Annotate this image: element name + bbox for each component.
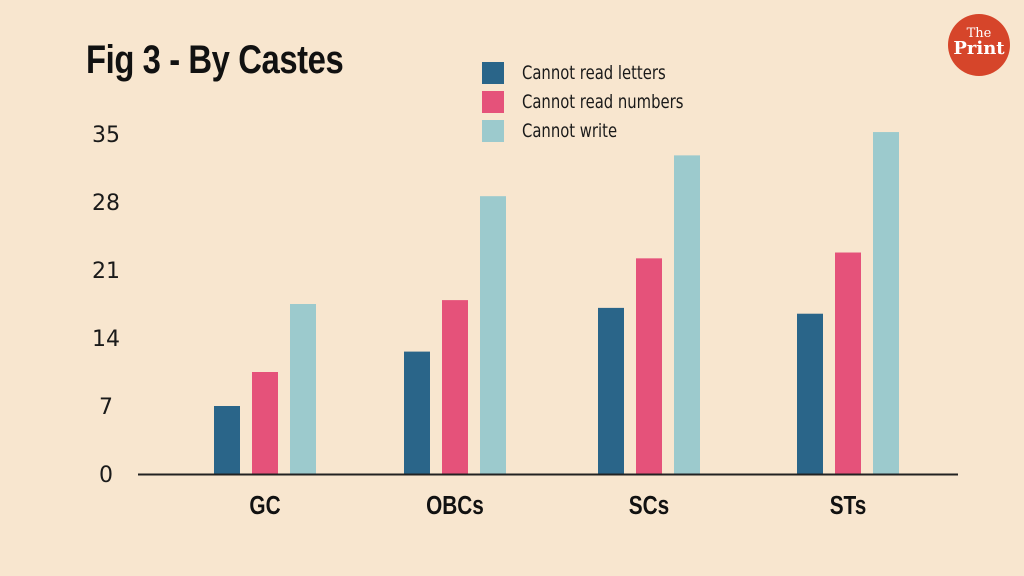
legend-label: Cannot read letters [522, 61, 666, 84]
bar-gc-cannot-read-numbers [252, 372, 278, 474]
y-tick-label: 28 [92, 191, 120, 216]
y-tick-label: 14 [92, 327, 120, 352]
legend-item-cannot-write: Cannot write [482, 116, 729, 145]
x-category-label: OBCs [426, 491, 484, 520]
bar-gc-cannot-write [290, 304, 316, 474]
legend-swatch [482, 119, 504, 142]
legend-item-cannot-read-letters: Cannot read letters [482, 58, 729, 87]
bar-gc-cannot-read-letters [214, 406, 240, 474]
bar-obcs-cannot-write [480, 196, 506, 474]
bar-sts-cannot-write [873, 132, 899, 475]
bar-obcs-cannot-read-numbers [442, 300, 468, 474]
logo-text-the: The [966, 26, 992, 41]
x-category-label: GC [249, 491, 280, 520]
bar-scs-cannot-read-numbers [636, 258, 662, 474]
legend-label: Cannot write [522, 119, 618, 142]
legend-swatch [482, 61, 504, 84]
bar-sts-cannot-read-numbers [835, 252, 861, 474]
x-category-label: STs [830, 491, 867, 520]
bar-obcs-cannot-read-letters [404, 351, 430, 474]
y-tick-label: 21 [92, 259, 120, 284]
y-tick-label: 0 [99, 463, 113, 488]
logo-text-print: Print [953, 38, 1005, 59]
legend-item-cannot-read-numbers: Cannot read numbers [482, 87, 729, 116]
legend: Cannot read letters Cannot read numbers … [482, 58, 729, 145]
chart-title: Fig 3 - By Castes [86, 38, 344, 82]
y-tick-label: 7 [99, 395, 113, 420]
theprint-logo: The Print [948, 14, 1010, 76]
bar-scs-cannot-write [674, 155, 700, 474]
x-category-label: SCs [629, 491, 669, 520]
bar-scs-cannot-read-letters [598, 307, 624, 474]
legend-label: Cannot read numbers [522, 90, 684, 113]
bar-sts-cannot-read-letters [797, 313, 823, 474]
y-tick-label: 35 [92, 123, 120, 148]
legend-swatch [482, 90, 504, 113]
